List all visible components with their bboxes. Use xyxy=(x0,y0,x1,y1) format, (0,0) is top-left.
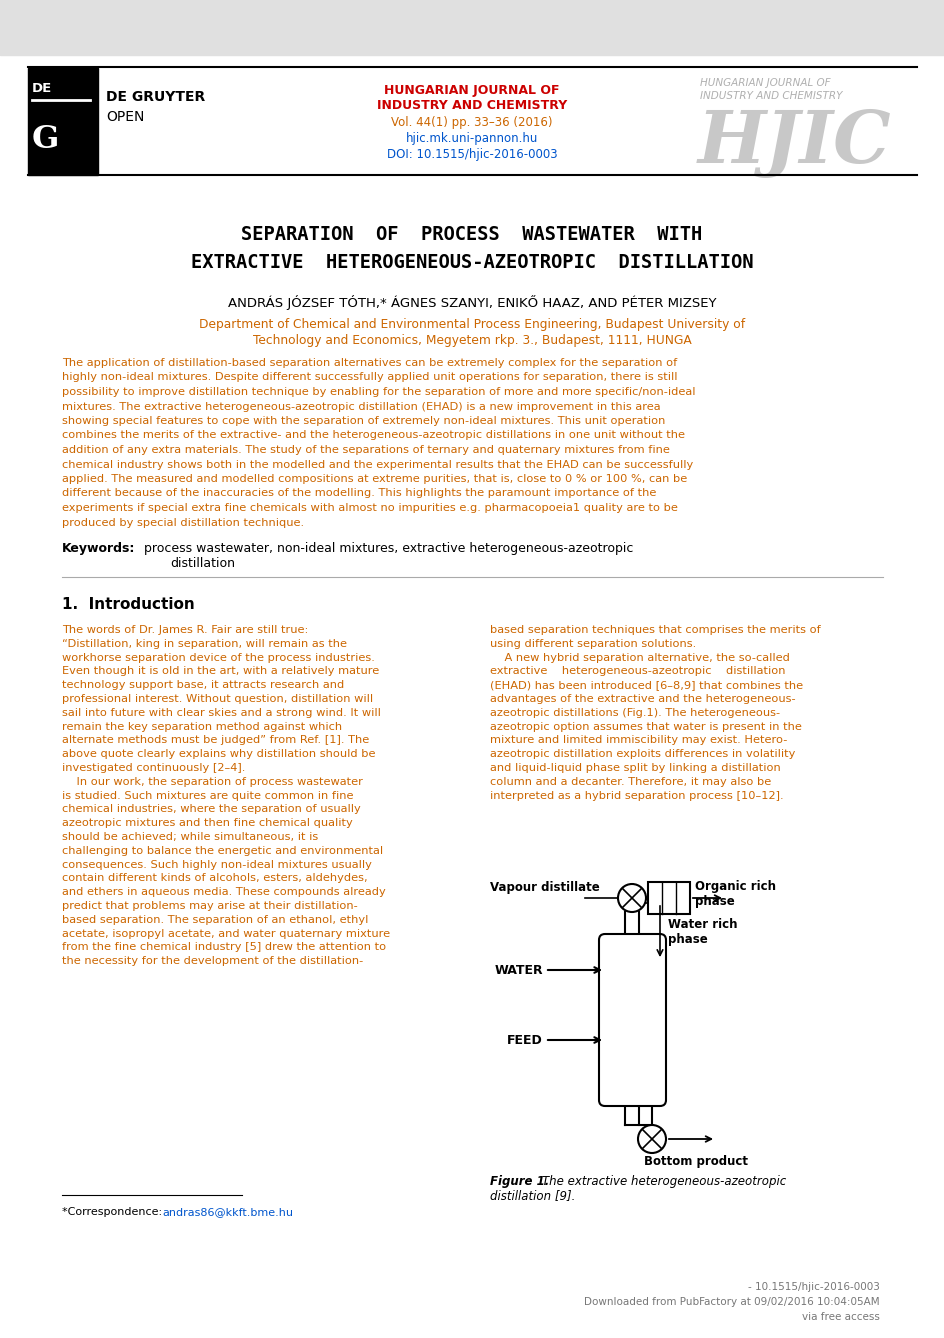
Text: chemical industries, where the separation of usually: chemical industries, where the separatio… xyxy=(62,804,361,815)
Text: above quote clearly explains why distillation should be: above quote clearly explains why distill… xyxy=(62,749,375,759)
Text: applied. The measured and modelled compositions at extreme purities, that is, cl: applied. The measured and modelled compo… xyxy=(62,474,686,484)
Text: WATER: WATER xyxy=(494,963,543,977)
Text: The extractive heterogeneous-azeotropic: The extractive heterogeneous-azeotropic xyxy=(542,1175,785,1188)
Text: phase: phase xyxy=(694,895,734,909)
Text: hjic.mk.uni-pannon.hu: hjic.mk.uni-pannon.hu xyxy=(405,132,538,145)
Text: process wastewater, non-ideal mixtures, extractive heterogeneous-azeotropic: process wastewater, non-ideal mixtures, … xyxy=(143,542,632,555)
Text: Organic rich: Organic rich xyxy=(694,880,775,892)
Text: azeotropic distillations (Fig.1). The heterogeneous-: azeotropic distillations (Fig.1). The he… xyxy=(490,708,780,717)
Text: advantages of the extractive and the heterogeneous-: advantages of the extractive and the het… xyxy=(490,694,795,704)
Text: consequences. Such highly non-ideal mixtures usually: consequences. Such highly non-ideal mixt… xyxy=(62,859,372,870)
Text: azeotropic mixtures and then fine chemical quality: azeotropic mixtures and then fine chemic… xyxy=(62,819,352,828)
Text: DOI: 10.1515/hjic-2016-0003: DOI: 10.1515/hjic-2016-0003 xyxy=(386,149,557,161)
Text: A new hybrid separation alternative, the so-called: A new hybrid separation alternative, the… xyxy=(490,653,789,662)
Text: contain different kinds of alcohols, esters, aldehydes,: contain different kinds of alcohols, est… xyxy=(62,874,367,883)
Text: produced by special distillation technique.: produced by special distillation techniq… xyxy=(62,518,304,527)
Text: column and a decanter. Therefore, it may also be: column and a decanter. Therefore, it may… xyxy=(490,777,770,787)
Text: Bottom product: Bottom product xyxy=(643,1155,748,1168)
Text: “Distillation, king in separation, will remain as the: “Distillation, king in separation, will … xyxy=(62,638,346,649)
Text: extractive    heterogeneous-azeotropic    distillation: extractive heterogeneous-azeotropic dist… xyxy=(490,666,784,677)
FancyBboxPatch shape xyxy=(598,934,666,1107)
Text: remain the key separation method against which: remain the key separation method against… xyxy=(62,721,342,732)
Text: different because of the inaccuracies of the modelling. This highlights the para: different because of the inaccuracies of… xyxy=(62,488,656,499)
Text: azeotropic distillation exploits differences in volatility: azeotropic distillation exploits differe… xyxy=(490,749,795,759)
Text: distillation [9].: distillation [9]. xyxy=(490,1189,575,1202)
Text: The words of Dr. James R. Fair are still true:: The words of Dr. James R. Fair are still… xyxy=(62,625,308,636)
Circle shape xyxy=(617,884,646,913)
Text: Department of Chemical and Environmental Process Engineering, Budapest Universit: Department of Chemical and Environmental… xyxy=(199,318,744,330)
Text: possibility to improve distillation technique by enabling for the separation of : possibility to improve distillation tech… xyxy=(62,387,695,397)
Text: DE: DE xyxy=(32,82,52,95)
Text: is studied. Such mixtures are quite common in fine: is studied. Such mixtures are quite comm… xyxy=(62,791,353,800)
Text: and ethers in aqueous media. These compounds already: and ethers in aqueous media. These compo… xyxy=(62,887,385,898)
Text: mixture and limited immiscibility may exist. Hetero-: mixture and limited immiscibility may ex… xyxy=(490,736,786,745)
Text: from the fine chemical industry [5] drew the attention to: from the fine chemical industry [5] drew… xyxy=(62,942,386,953)
Text: alternate methods must be judged” from Ref. [1]. The: alternate methods must be judged” from R… xyxy=(62,736,369,745)
Text: HJIC: HJIC xyxy=(698,107,891,178)
Text: ANDRÁS JÓZSEF TÓTH,* ÁGNES SZANYI, ENIKŐ HAAZ, AND PÉTER MIZSEY: ANDRÁS JÓZSEF TÓTH,* ÁGNES SZANYI, ENIKŐ… xyxy=(228,294,716,310)
Text: SEPARATION  OF  PROCESS  WASTEWATER  WITH: SEPARATION OF PROCESS WASTEWATER WITH xyxy=(241,225,702,244)
Text: experiments if special extra fine chemicals with almost no impurities e.g. pharm: experiments if special extra fine chemic… xyxy=(62,503,677,512)
Text: mixtures. The extractive heterogeneous-azeotropic distillation (EHAD) is a new i: mixtures. The extractive heterogeneous-a… xyxy=(62,401,660,412)
Text: should be achieved; while simultaneous, it is: should be achieved; while simultaneous, … xyxy=(62,832,318,842)
Text: acetate, isopropyl acetate, and water quaternary mixture: acetate, isopropyl acetate, and water qu… xyxy=(62,929,390,938)
Text: - 10.1515/hjic-2016-0003: - 10.1515/hjic-2016-0003 xyxy=(748,1282,879,1293)
Text: via free access: via free access xyxy=(801,1313,879,1322)
Text: showing special features to cope with the separation of extremely non-ideal mixt: showing special features to cope with th… xyxy=(62,416,665,425)
Text: In our work, the separation of process wastewater: In our work, the separation of process w… xyxy=(62,777,362,787)
Bar xyxy=(28,68,98,175)
Text: interpreted as a hybrid separation process [10–12].: interpreted as a hybrid separation proce… xyxy=(490,791,783,800)
Text: investigated continuously [2–4].: investigated continuously [2–4]. xyxy=(62,763,245,773)
Text: sail into future with clear skies and a strong wind. It will: sail into future with clear skies and a … xyxy=(62,708,380,717)
Text: Water rich: Water rich xyxy=(667,918,736,931)
Bar xyxy=(0,0,944,55)
Text: *Correspondence:: *Correspondence: xyxy=(62,1207,165,1218)
Text: Even though it is old in the art, with a relatively mature: Even though it is old in the art, with a… xyxy=(62,666,379,677)
Text: using different separation solutions.: using different separation solutions. xyxy=(490,638,696,649)
Bar xyxy=(648,882,689,914)
Text: FEED: FEED xyxy=(507,1033,543,1046)
Text: EXTRACTIVE  HETEROGENEOUS-AZEOTROPIC  DISTILLATION: EXTRACTIVE HETEROGENEOUS-AZEOTROPIC DIST… xyxy=(191,253,752,272)
Text: DE GRUYTER: DE GRUYTER xyxy=(106,90,205,104)
Text: technology support base, it attracts research and: technology support base, it attracts res… xyxy=(62,680,344,690)
Text: andras86@kkft.bme.hu: andras86@kkft.bme.hu xyxy=(161,1207,293,1218)
Text: Vapour distillate: Vapour distillate xyxy=(490,880,599,894)
Text: combines the merits of the extractive- and the heterogeneous-azeotropic distilla: combines the merits of the extractive- a… xyxy=(62,431,684,440)
Text: and liquid-liquid phase split by linking a distillation: and liquid-liquid phase split by linking… xyxy=(490,763,780,773)
Text: distillation: distillation xyxy=(170,557,235,570)
Text: challenging to balance the energetic and environmental: challenging to balance the energetic and… xyxy=(62,846,382,856)
Text: the necessity for the development of the distillation-: the necessity for the development of the… xyxy=(62,957,362,966)
Text: azeotropic option assumes that water is present in the: azeotropic option assumes that water is … xyxy=(490,721,801,732)
Text: addition of any extra materials. The study of the separations of ternary and qua: addition of any extra materials. The stu… xyxy=(62,446,669,455)
Text: phase: phase xyxy=(667,933,707,946)
Text: Technology and Economics, Megyetem rkp. 3., Budapest, 1111, HUNGA: Technology and Economics, Megyetem rkp. … xyxy=(252,334,691,347)
Text: chemical industry shows both in the modelled and the experimental results that t: chemical industry shows both in the mode… xyxy=(62,459,693,470)
Circle shape xyxy=(637,1125,666,1153)
Text: Vol. 44(1) pp. 33–36 (2016): Vol. 44(1) pp. 33–36 (2016) xyxy=(391,116,552,128)
Text: Downloaded from PubFactory at 09/02/2016 10:04:05AM: Downloaded from PubFactory at 09/02/2016… xyxy=(583,1297,879,1307)
Text: based separation techniques that comprises the merits of: based separation techniques that compris… xyxy=(490,625,820,636)
Text: (EHAD) has been introduced [6–8,9] that combines the: (EHAD) has been introduced [6–8,9] that … xyxy=(490,680,802,690)
Text: workhorse separation device of the process industries.: workhorse separation device of the proce… xyxy=(62,653,375,662)
Text: Keywords:: Keywords: xyxy=(62,542,135,555)
Text: HUNGARIAN JOURNAL OF: HUNGARIAN JOURNAL OF xyxy=(384,84,559,96)
Text: OPEN: OPEN xyxy=(106,110,144,124)
Text: G: G xyxy=(32,124,59,155)
Text: Figure 1.: Figure 1. xyxy=(490,1175,548,1188)
Text: 1.  Introduction: 1. Introduction xyxy=(62,597,194,611)
Text: professional interest. Without question, distillation will: professional interest. Without question,… xyxy=(62,694,373,704)
Text: INDUSTRY AND CHEMISTRY: INDUSTRY AND CHEMISTRY xyxy=(700,91,842,100)
Text: highly non-ideal mixtures. Despite different successfully applied unit operation: highly non-ideal mixtures. Despite diffe… xyxy=(62,372,677,383)
Text: HUNGARIAN JOURNAL OF: HUNGARIAN JOURNAL OF xyxy=(700,78,830,88)
Text: based separation. The separation of an ethanol, ethyl: based separation. The separation of an e… xyxy=(62,915,368,925)
Text: The application of distillation-based separation alternatives can be extremely c: The application of distillation-based se… xyxy=(62,359,677,368)
Text: INDUSTRY AND CHEMISTRY: INDUSTRY AND CHEMISTRY xyxy=(377,99,566,112)
Text: predict that problems may arise at their distillation-: predict that problems may arise at their… xyxy=(62,900,358,911)
